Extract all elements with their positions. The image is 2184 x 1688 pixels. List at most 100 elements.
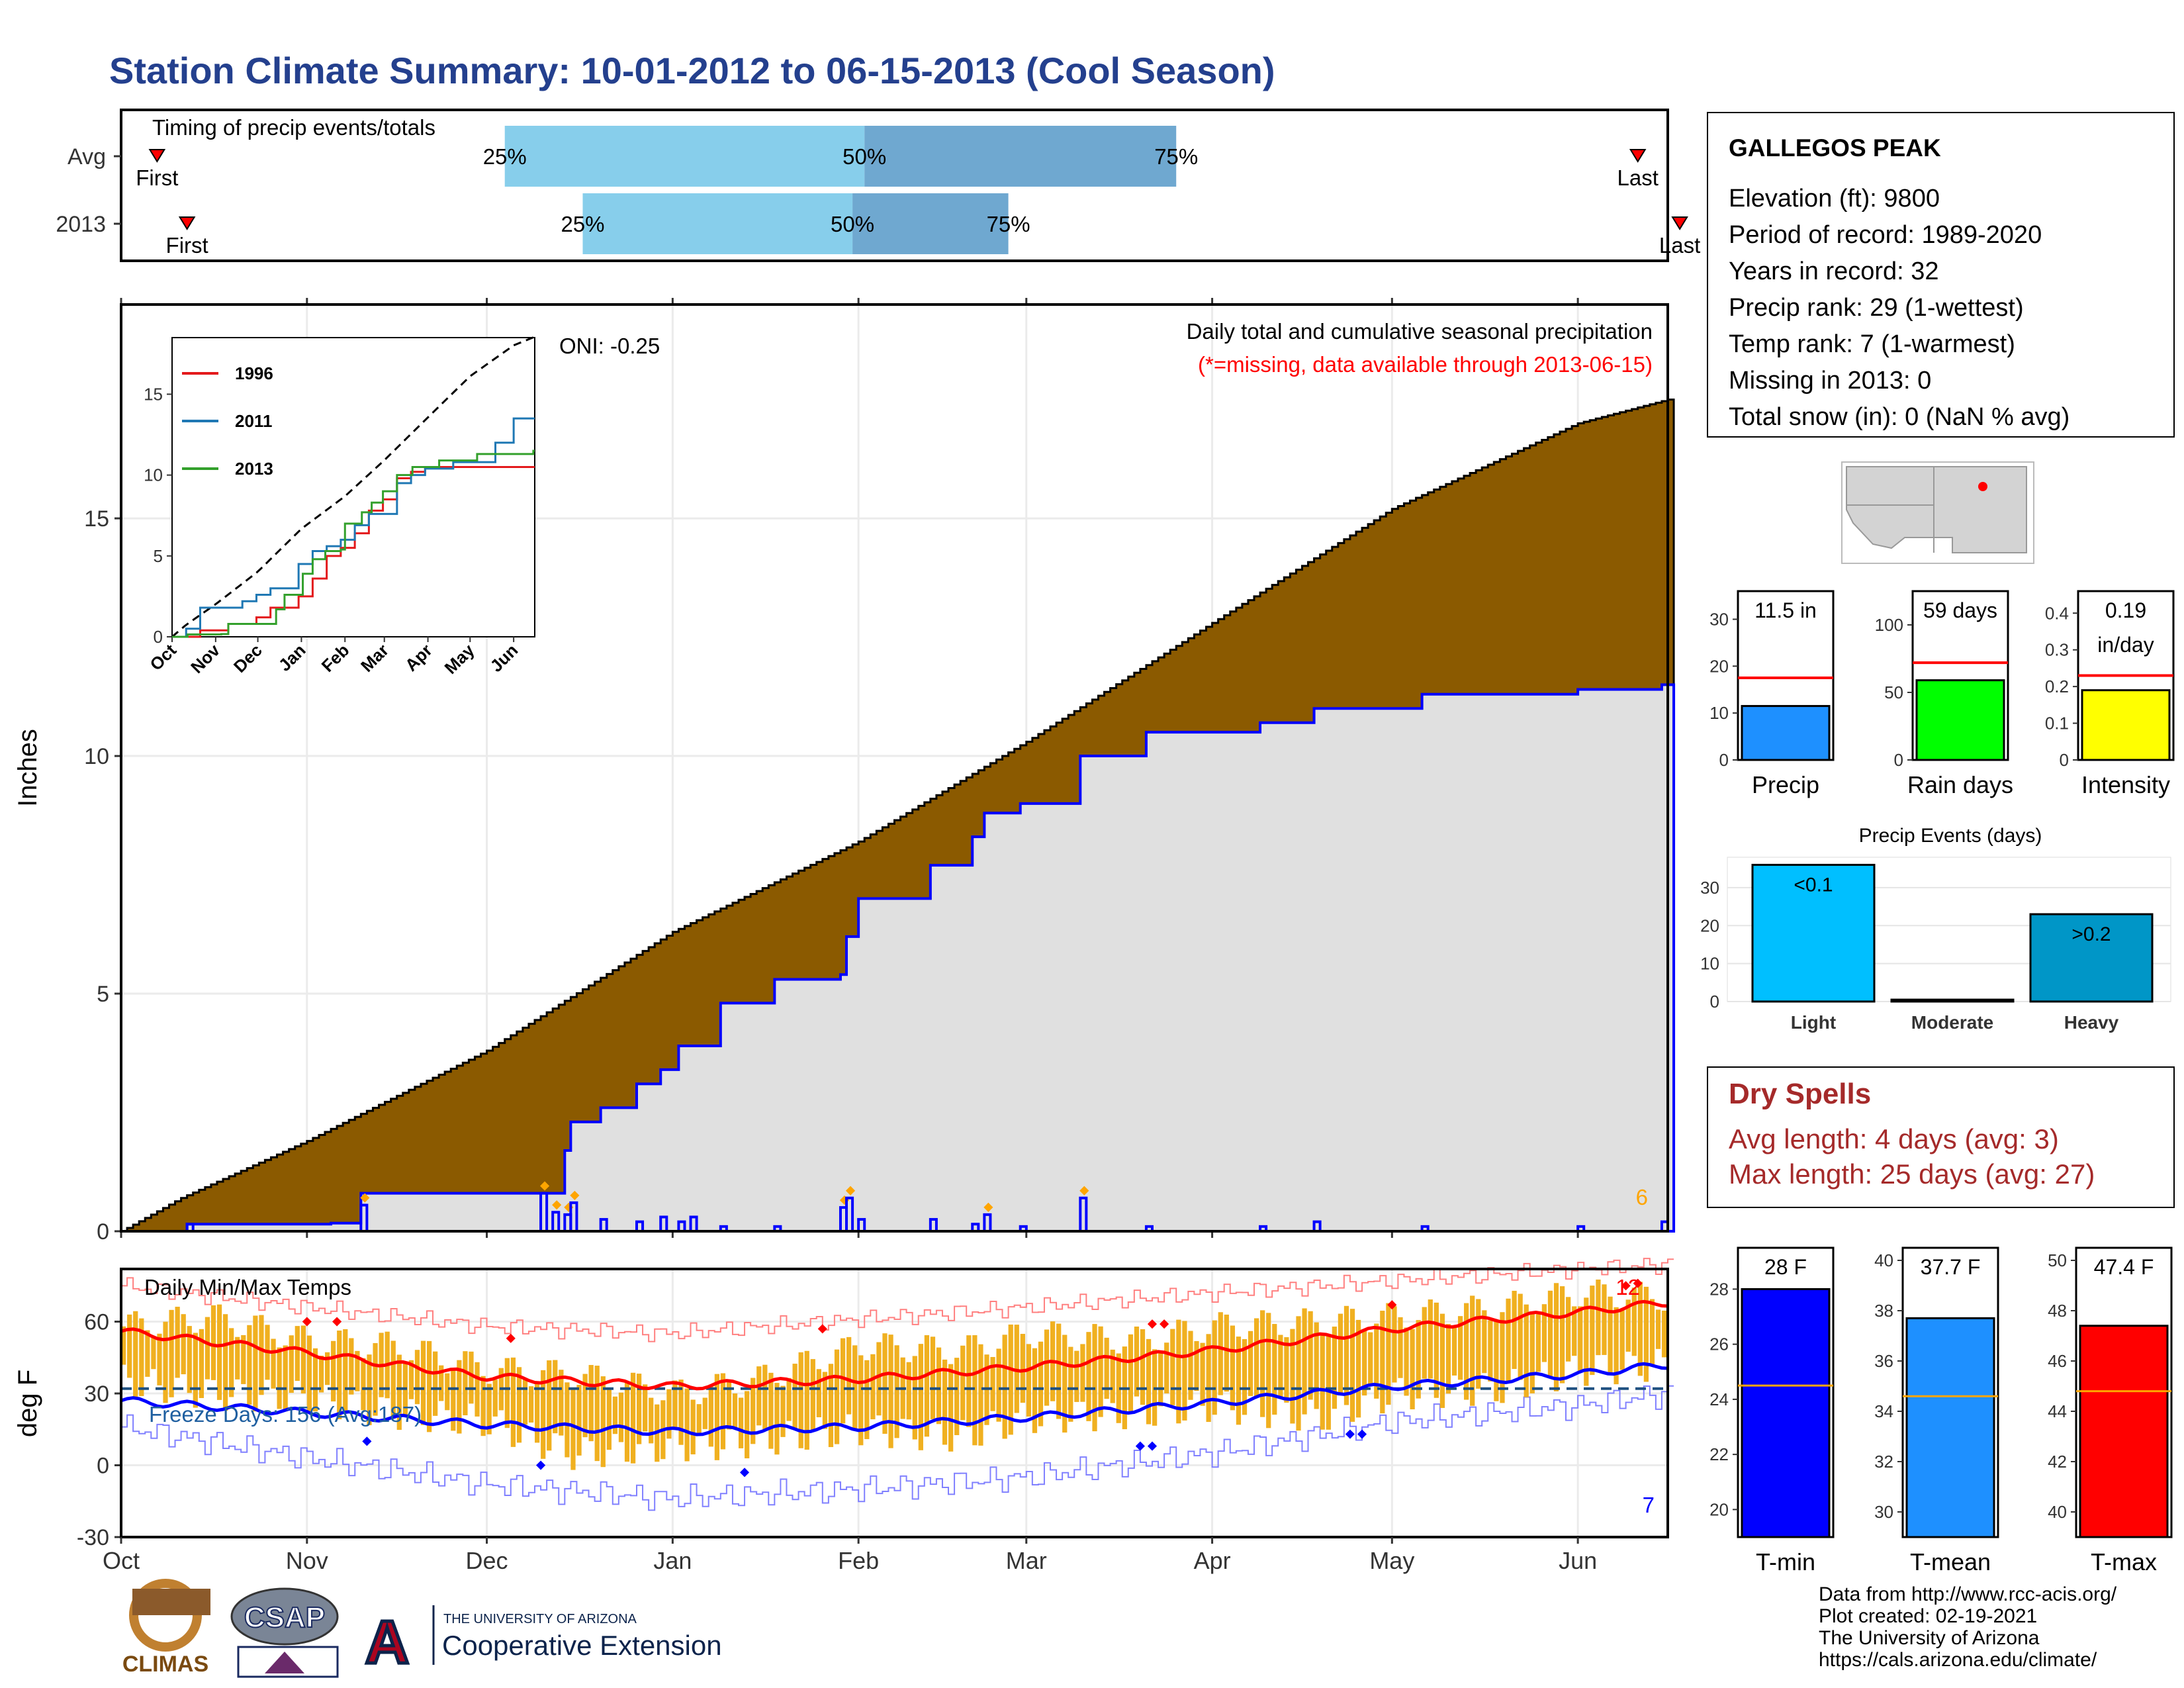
y-tick-label: 0.4 (2045, 603, 2069, 623)
daily-temp-range-bar (457, 1360, 462, 1434)
daily-temp-range-bar (726, 1382, 732, 1430)
daily-temp-range-bar (870, 1354, 876, 1420)
daily-temp-range-bar (187, 1326, 192, 1393)
daily-temp-range-bar (1062, 1335, 1068, 1433)
daily-temp-range-bar (1541, 1304, 1547, 1362)
daily-temp-range-bar (522, 1380, 528, 1425)
dry-spells-frame (1707, 1066, 2175, 1208)
station-info-line: Years in record: 32 (1729, 258, 1939, 285)
timing-p75-label: 75% (1154, 144, 1198, 169)
y-tick-label: 5 (97, 982, 109, 1007)
timing-p25-label: 25% (561, 212, 604, 236)
y-tick-label: 34 (1874, 1401, 1893, 1421)
daily-temp-range-bar (906, 1362, 911, 1420)
y-tick-label: 32 (1874, 1452, 1893, 1472)
timing-box-q2 (582, 193, 853, 254)
record-high-marker (332, 1317, 342, 1327)
temp-summary-tmax-value-label: 47.4 F (2094, 1255, 2154, 1279)
dry-spells-avg: Avg length: 4 days (avg: 3) (1729, 1123, 2059, 1154)
events-category-label: Heavy (2064, 1012, 2119, 1033)
record-high-marker (302, 1317, 312, 1327)
y-tick-label: 36 (1874, 1351, 1893, 1371)
daily-temp-range-bar (1643, 1286, 1649, 1382)
daily-temp-range-bar (210, 1305, 216, 1380)
daily-temp-range-bar (912, 1356, 917, 1440)
daily-temp-range-bar (1655, 1309, 1661, 1349)
daily-temp-range-bar (1266, 1313, 1271, 1429)
daily-temp-range-bar (780, 1385, 786, 1437)
daily-temp-range-bar (1476, 1299, 1481, 1389)
precip-y-axis-label: Inches (13, 729, 42, 807)
timing-p75-label: 75% (987, 212, 1030, 236)
daily-temp-range-bar (222, 1314, 228, 1411)
month-tick-label: May (1369, 1547, 1414, 1574)
precip-panel-frame (120, 303, 1669, 1233)
precip-summary-precip: 0 10 20 30 11.5 in Precip (1709, 590, 1835, 798)
daily-temp-range-bar (1422, 1307, 1427, 1379)
daily-temp-range-bar (882, 1333, 887, 1434)
daily-temp-range-bar (798, 1352, 803, 1448)
daily-temp-range-bar (1439, 1313, 1445, 1408)
daily-temp-range-bar (480, 1376, 486, 1436)
daily-temp-range-bar (612, 1396, 618, 1434)
daily-temp-range-bar (559, 1370, 564, 1436)
csap-logo: CSAP (230, 1587, 339, 1678)
temp-summary-tmin: 20 22 24 26 28 28 F T-min (1709, 1246, 1835, 1575)
daily-temp-range-bar (1338, 1313, 1343, 1395)
daily-temp-range-bar (864, 1360, 870, 1440)
daily-temp-range-bar (390, 1340, 396, 1419)
daily-temp-range-bar (175, 1307, 180, 1378)
daily-temp-range-bar (1386, 1303, 1391, 1405)
daily-temp-range-bar (1038, 1341, 1044, 1427)
daily-temp-range-bar (1602, 1284, 1607, 1355)
daily-temp-range-bar (1535, 1314, 1541, 1372)
daily-temp-range-bar (678, 1380, 684, 1445)
daily-temp-range-bar (121, 1326, 126, 1365)
y-tick-label: 10 (1700, 954, 1719, 974)
y-tick-label: 0.3 (2045, 640, 2069, 660)
daily-temp-range-bar (306, 1335, 312, 1413)
footer-line: Data from http://www.rcc-acis.org/ (1819, 1583, 2117, 1605)
y-tick-label: 44 (2048, 1401, 2067, 1421)
daily-temp-range-bar (331, 1340, 336, 1402)
daily-temp-range-bar (1032, 1348, 1038, 1433)
y-tick-label: 48 (2048, 1301, 2067, 1321)
university-a-icon: A (365, 1609, 409, 1676)
daily-temp-range-bar (1625, 1299, 1631, 1352)
daily-temp-range-bar (1343, 1305, 1349, 1405)
timing-p50-label: 50% (831, 212, 874, 236)
daily-temp-range-bar (157, 1333, 162, 1385)
climas-logo-bar (132, 1589, 210, 1615)
precip-summary-intensity: 0 0.1 0.2 0.3 0.4 0.19 in/day Intensity (2045, 590, 2175, 798)
daily-temp-range-bar (1578, 1306, 1583, 1373)
station-info-line: Missing in 2013: 0 (1729, 367, 1931, 395)
y-tick-label: 0 (97, 1454, 109, 1479)
daily-temp-range-bar (714, 1374, 720, 1460)
events-bar-value-label: >0.2 (2071, 923, 2111, 945)
daily-temp-range-bar (606, 1389, 612, 1450)
daily-temp-range-bar (1302, 1308, 1307, 1415)
daily-temp-range-bar (1596, 1279, 1601, 1356)
daily-temp-range-bar (708, 1384, 713, 1447)
daily-temp-range-bar (199, 1329, 205, 1398)
y-tick-label: 30 (1874, 1502, 1893, 1522)
y-tick-label: 60 (84, 1310, 109, 1335)
station-info-box: GALLEGOS PEAK Elevation (ft): 9800 Perio… (1707, 112, 2175, 438)
daily-temp-range-bar (475, 1362, 480, 1417)
footer-line: https://cals.arizona.edu/climate/ (1819, 1649, 2097, 1671)
daily-temp-range-bar (745, 1391, 750, 1459)
daily-temp-range-bar (241, 1335, 246, 1384)
daily-temp-range-bar (1056, 1323, 1062, 1419)
y-tick-label: 42 (2048, 1452, 2067, 1472)
daily-temp-range-bar (1206, 1334, 1211, 1423)
timing-panel-title: Timing of precip events/totals (152, 115, 435, 140)
daily-temp-range-bar (1230, 1325, 1236, 1411)
daily-temp-range-bar (1253, 1318, 1259, 1397)
inset-series-2011-line (172, 417, 535, 638)
daily-temp-range-bar (139, 1318, 144, 1396)
daily-temp-range-bar (541, 1370, 546, 1459)
y-tick-label: 10 (84, 744, 109, 769)
month-tick-label: Jun (1559, 1547, 1597, 1574)
station-info-frame (1707, 112, 2175, 438)
